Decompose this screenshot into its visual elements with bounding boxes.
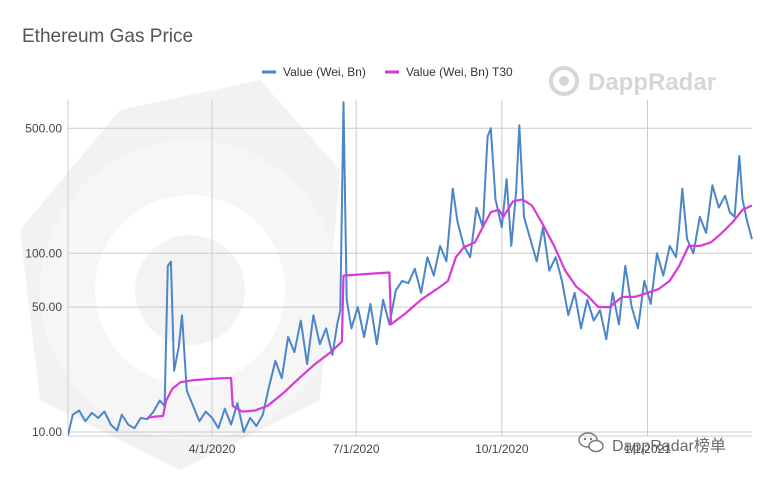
gridlines [67,100,752,437]
series-line-t30 [147,198,753,419]
legend-label-value: Value (Wei, Bn) [283,65,366,79]
dappradar-brand-watermark: DappRadar [549,66,716,96]
brand-watermark-text: DappRadar [588,69,716,96]
x-tick-label: 10/1/2020 [475,442,529,456]
y-tick-label: 10.00 [32,425,62,439]
caption-watermark-text: DappRadar榜单 [612,437,726,455]
y-tick-label: 100.00 [25,246,62,260]
x-axis-tick-labels: 4/1/2020 7/1/2020 10/1/2020 1/1/2021 [189,442,671,456]
y-axis-tick-labels: 10.00 50.00 100.00 500.00 [25,121,62,439]
wechat-icon [578,432,604,453]
chart-title: Ethereum Gas Price [22,26,193,47]
legend: Value (Wei, Bn) Value (Wei, Bn) T30 [262,65,513,79]
caption-watermark: DappRadar榜单 [578,432,726,455]
series-lines [68,101,753,436]
dappradar-logo-icon [549,66,579,96]
y-tick-label: 500.00 [25,121,62,135]
y-tick-label: 50.00 [32,300,62,314]
x-tick-label: 4/1/2020 [189,442,236,456]
x-tick-label: 7/1/2020 [333,442,380,456]
legend-label-t30: Value (Wei, Bn) T30 [406,65,513,79]
series-line-value [68,101,753,436]
x-tick-label: 1/1/2021 [624,442,671,456]
background-logo-watermark [20,80,340,470]
